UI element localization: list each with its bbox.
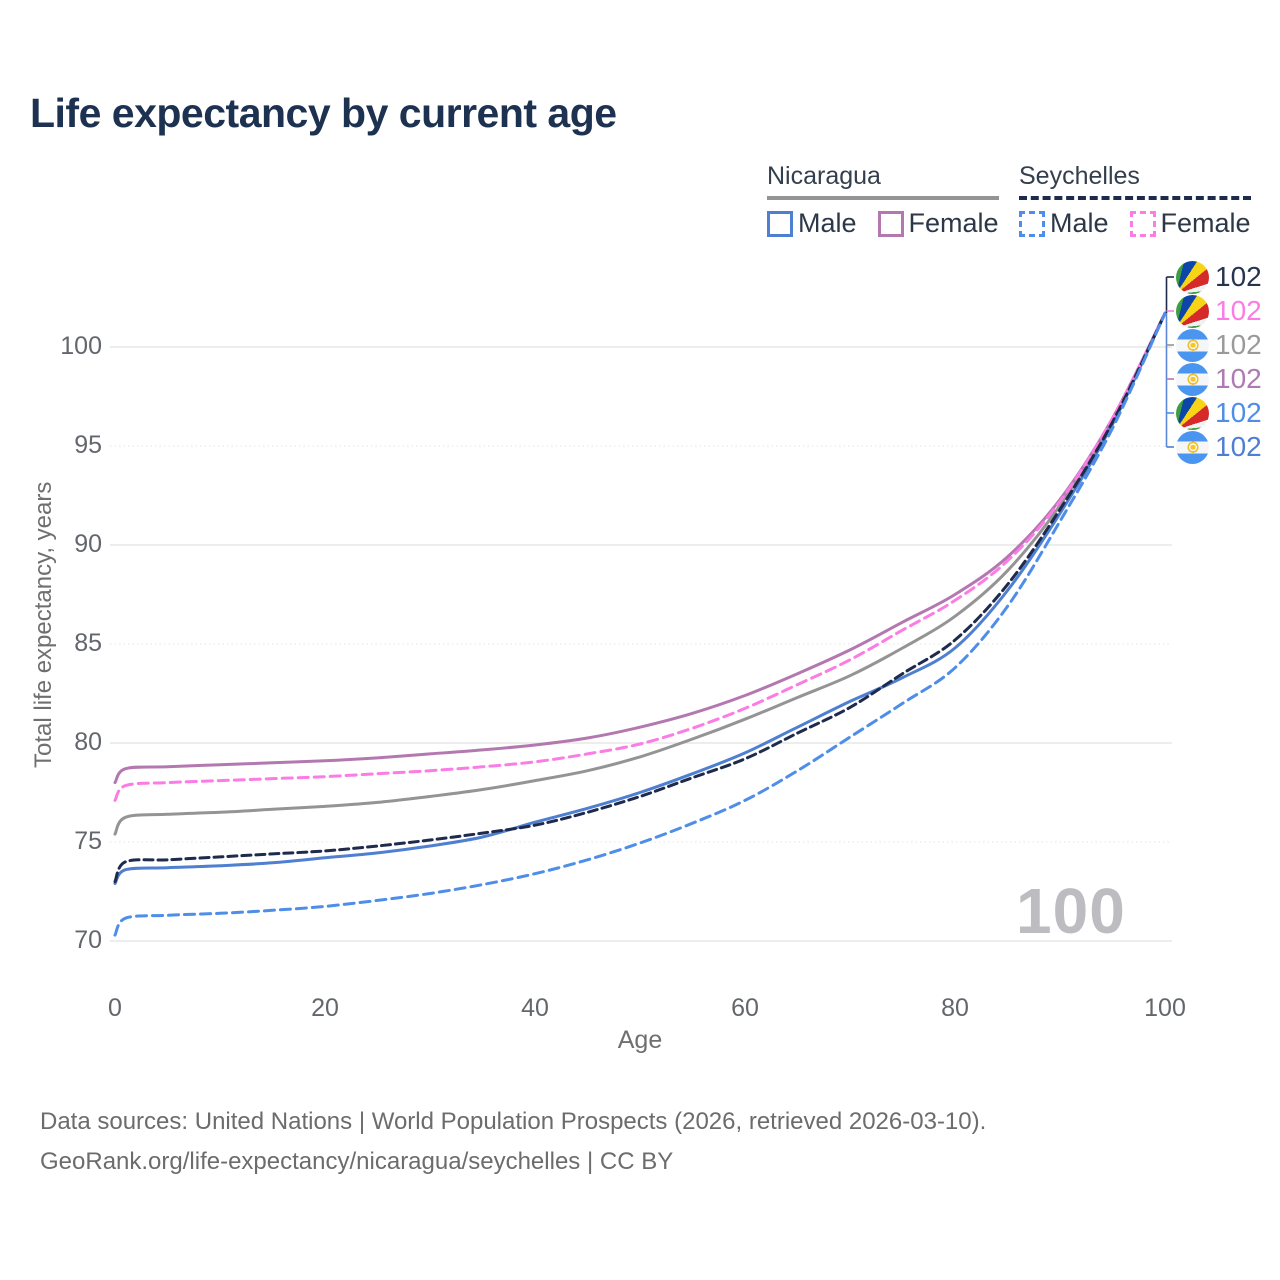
- end-label-row-sey-male[interactable]: 102: [1176, 396, 1262, 430]
- x-tick-label: 80: [941, 994, 969, 1022]
- y-axis-title: Total life expectancy, years: [30, 481, 57, 769]
- legend-item-label: Female: [908, 208, 999, 238]
- legend-swatch-icon: [877, 210, 904, 237]
- series-line-sey-male[interactable]: [113, 311, 1167, 937]
- flag-icon-nicaragua: [1176, 328, 1209, 362]
- legend-item-seychelles-female[interactable]: Female: [1129, 208, 1251, 239]
- flag-icon-seychelles: [1176, 396, 1209, 430]
- y-tick-label: 80: [74, 728, 102, 756]
- legend-underline-seychelles: [1019, 196, 1251, 200]
- x-tick-label: 0: [108, 994, 122, 1022]
- legend-item-label: Male: [798, 208, 857, 238]
- y-tick-label: 90: [74, 530, 102, 558]
- flag-icon-nicaragua: [1176, 362, 1209, 396]
- end-label-row-nic-female[interactable]: 102: [1176, 362, 1262, 396]
- flag-icon-nicaragua: [1176, 430, 1209, 464]
- series-line-nic-male[interactable]: [113, 311, 1167, 886]
- y-tick-label: 95: [74, 431, 102, 459]
- end-label-value: 102: [1215, 363, 1262, 394]
- end-label-value: 102: [1215, 431, 1262, 462]
- end-label-row-nic-total[interactable]: 102: [1176, 328, 1262, 362]
- end-label-value: 102: [1215, 261, 1262, 292]
- legend-item-label: Male: [1050, 208, 1109, 238]
- flag-icon-seychelles: [1176, 294, 1209, 328]
- series-line-nic-total[interactable]: [113, 311, 1167, 836]
- end-label-row-sey-female[interactable]: 102: [1176, 294, 1262, 328]
- y-tick-label: 70: [74, 926, 102, 954]
- legend-swatch-icon: [767, 210, 793, 237]
- y-tick-label: 75: [74, 827, 102, 855]
- series-line-sey-female[interactable]: [113, 311, 1167, 802]
- end-label-row-sey-total[interactable]: 102: [1176, 260, 1262, 294]
- watermark-age-100: 100: [1016, 875, 1126, 947]
- legend-group-seychelles: Seychelles Male Female: [1019, 162, 1251, 239]
- end-label-value: 102: [1215, 329, 1262, 360]
- legend-country-label: Nicaragua: [767, 162, 881, 190]
- x-tick-label: 40: [521, 994, 549, 1022]
- legend-group-nicaragua: Nicaragua Male Female: [767, 162, 999, 239]
- footer-source-line: Data sources: United Nations | World Pop…: [40, 1108, 987, 1135]
- y-tick-label: 100: [60, 332, 102, 360]
- legend-item-label: Female: [1160, 208, 1251, 238]
- end-label-value: 102: [1215, 397, 1262, 428]
- legend-swatch-icon: [1019, 210, 1045, 237]
- series-line-nic-female[interactable]: [113, 311, 1167, 785]
- legend-underline-nicaragua: [767, 196, 999, 200]
- legend-country-label: Seychelles: [1019, 162, 1140, 190]
- x-tick-label: 100: [1144, 994, 1186, 1022]
- end-label-value: 102: [1215, 295, 1262, 326]
- y-tick-label: 85: [74, 629, 102, 657]
- footer-url-line: GeoRank.org/life-expectancy/nicaragua/se…: [40, 1148, 674, 1175]
- series-line-sey-total[interactable]: [113, 311, 1167, 884]
- x-tick-label: 20: [311, 994, 339, 1022]
- legend-item-seychelles-male[interactable]: Male: [1019, 208, 1109, 239]
- legend-item-nicaragua-male[interactable]: Male: [767, 208, 857, 239]
- flag-icon-seychelles: [1176, 260, 1209, 294]
- legend-item-nicaragua-female[interactable]: Female: [877, 208, 999, 239]
- end-label-row-nic-male[interactable]: 102: [1176, 430, 1262, 464]
- legend-country-seychelles[interactable]: Seychelles: [1019, 162, 1251, 200]
- chart-title: Life expectancy by current age: [30, 90, 617, 136]
- x-tick-label: 60: [731, 994, 759, 1022]
- x-axis-title: Age: [617, 1026, 663, 1054]
- legend-country-nicaragua[interactable]: Nicaragua: [767, 162, 999, 200]
- legend-swatch-icon: [1129, 210, 1156, 237]
